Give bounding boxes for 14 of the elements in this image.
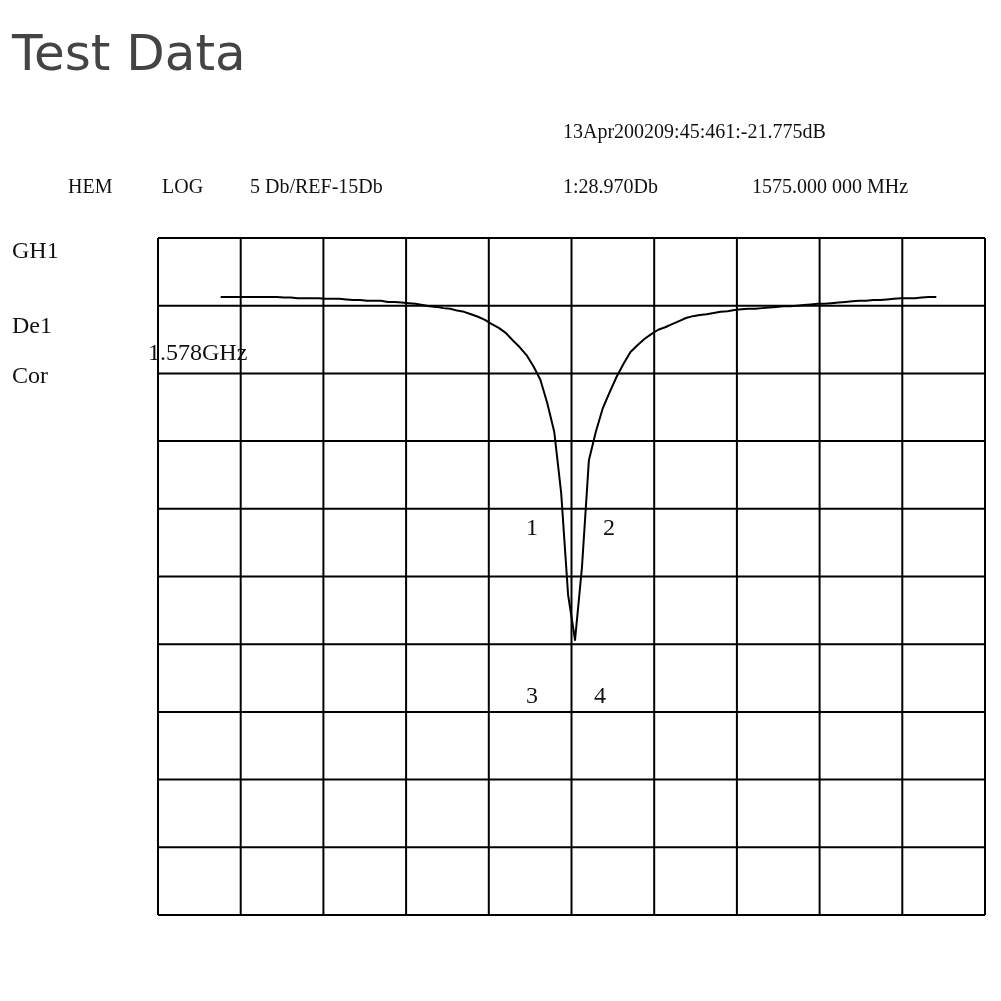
text: De1 <box>12 312 52 338</box>
text: GH1 <box>12 237 59 263</box>
annotation: 1 <box>526 514 538 540</box>
text: 1:28.970Db <box>563 175 658 197</box>
annotation: 3 <box>526 682 538 708</box>
text: LOG <box>162 175 204 197</box>
text: 13Apr200209:45:461:-21.775dB <box>563 120 826 143</box>
text: 1575.000 000 MHz <box>752 175 909 197</box>
chart-title: Test Data <box>11 24 246 82</box>
annotation: 2 <box>603 514 615 540</box>
text: 5 Db/REF-15Db <box>250 175 383 197</box>
text: Cor <box>12 362 49 388</box>
text: HEM <box>68 175 113 197</box>
annotation: 4 <box>594 682 606 708</box>
